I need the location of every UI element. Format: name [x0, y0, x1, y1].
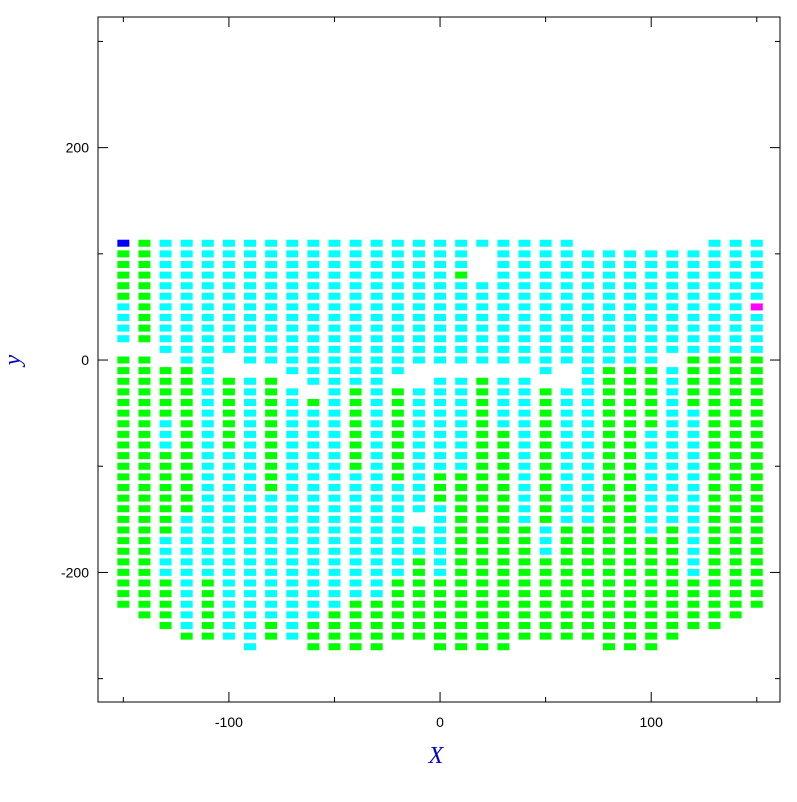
- x-tick-label: -100: [215, 714, 243, 730]
- y-tick-label: -200: [61, 564, 89, 580]
- y-axis-label: y: [0, 354, 26, 367]
- y-tick-label: 200: [66, 140, 90, 156]
- x-tick-label: 0: [436, 714, 444, 730]
- x-axis-label: X: [428, 743, 445, 769]
- plot-frame: [97, 16, 781, 703]
- y-tick-label: 0: [81, 352, 89, 368]
- x-tick-label: 100: [640, 714, 664, 730]
